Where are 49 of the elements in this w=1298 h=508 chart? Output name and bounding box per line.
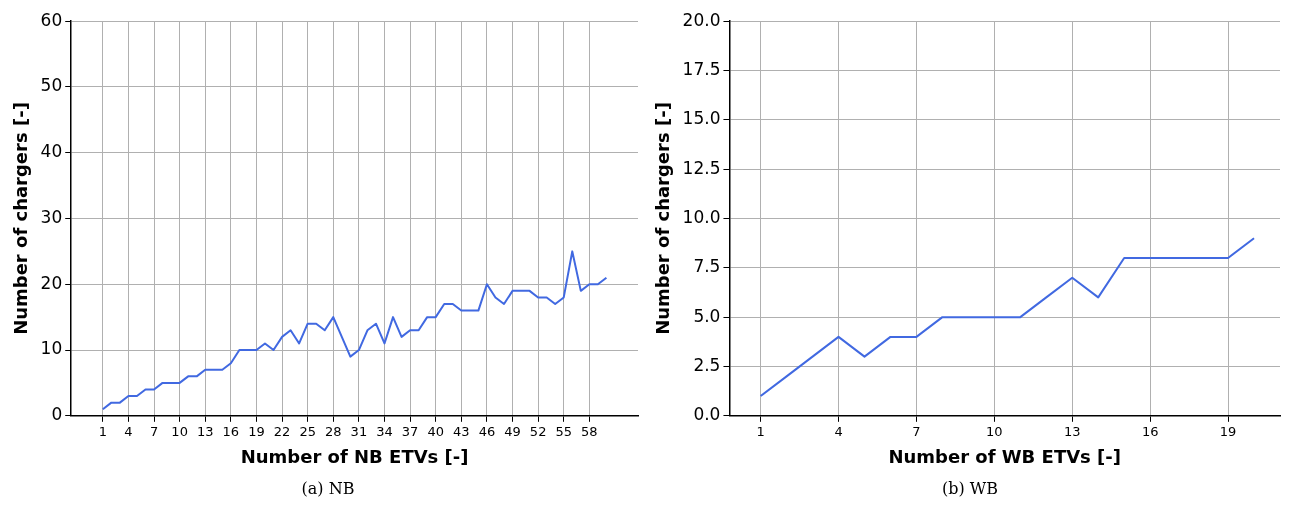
y-tick-label: 0.0	[693, 404, 721, 425]
x-tick-label: 1	[756, 423, 765, 439]
x-tick-label: 58	[581, 423, 598, 439]
x-tick-label: 40	[427, 423, 444, 439]
x-axis-title: Number of NB ETVs [-]	[240, 445, 469, 467]
x-tick-label: 55	[555, 423, 573, 439]
y-tick-label: 20	[40, 272, 63, 293]
x-tick-label: 52	[529, 423, 547, 439]
x-tick-label: 13	[196, 423, 214, 439]
y-tick-label: 17.5	[682, 58, 721, 79]
x-tick-label: 7	[149, 423, 159, 439]
y-tick-label: 7.5	[693, 256, 721, 277]
y-tick-label: 12.5	[682, 157, 721, 178]
x-tick-label: 4	[124, 423, 133, 439]
x-tick-label: 4	[834, 423, 843, 439]
x-tick-label: 37	[401, 423, 419, 439]
y-tick-label: 10	[40, 338, 63, 359]
x-tick-label: 46	[478, 423, 496, 439]
x-tick-label: 19	[1219, 423, 1237, 439]
y-tick-label: 10.0	[682, 206, 721, 227]
x-tick-label: 16	[1141, 423, 1159, 439]
y-tick-label: 5.0	[693, 305, 721, 326]
x-tick-label: 28	[325, 423, 342, 439]
y-tick-label: 30	[40, 206, 63, 227]
x-axis-title: Number of WB ETVs [-]	[888, 445, 1122, 467]
x-tick-label: 22	[273, 423, 291, 439]
text: (b) WB	[941, 479, 998, 498]
x-tick-label: 34	[376, 423, 393, 439]
x-tick-label: 1	[98, 423, 107, 439]
x-tick-label: 7	[912, 423, 921, 439]
y-axis-title: Number of chargers [-]	[10, 102, 32, 335]
x-tick-label: 31	[350, 423, 368, 439]
text: (a) NB	[301, 479, 355, 498]
y-tick-label: 60	[40, 9, 63, 30]
y-axis-title: Number of chargers [-]	[652, 102, 674, 335]
x-tick-label: 13	[1063, 423, 1081, 439]
y-tick-label: 20.0	[682, 9, 721, 30]
y-tick-label: 2.5	[693, 354, 721, 375]
y-tick-label: 15.0	[682, 108, 721, 129]
x-tick-label: 16	[222, 423, 240, 439]
y-tick-label: 40	[40, 141, 63, 162]
x-tick-label: 25	[299, 423, 316, 439]
x-tick-label: 10	[986, 423, 1003, 439]
x-tick-label: 10	[171, 423, 188, 439]
y-tick-label: 0	[51, 404, 63, 425]
x-tick-label: 43	[453, 423, 470, 439]
x-tick-label: 49	[504, 423, 521, 439]
x-tick-label: 19	[248, 423, 265, 439]
y-tick-label: 50	[40, 75, 63, 96]
